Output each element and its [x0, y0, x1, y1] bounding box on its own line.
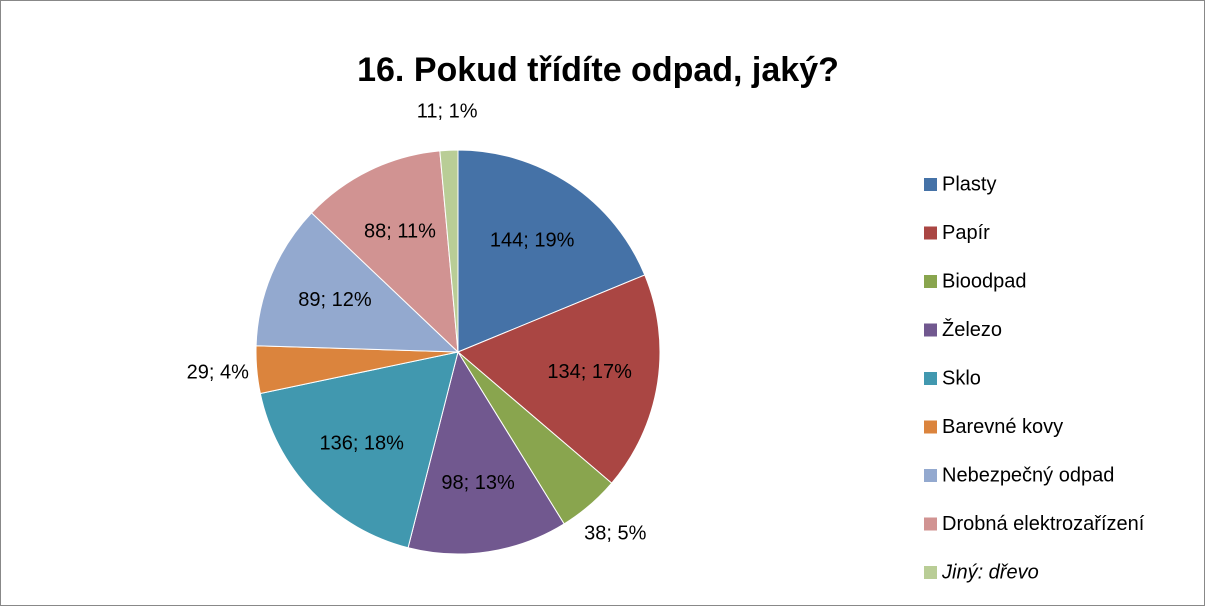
data-label: 134; 17% [547, 361, 632, 383]
pie-slice [310, 150, 459, 354]
chart-title: 16. Pokud třídíte odpad, jaký? [357, 51, 839, 89]
pie-slice [439, 149, 459, 353]
legend-label: Bioodpad [942, 270, 1027, 292]
legend-label: Plasty [942, 173, 996, 195]
pie-slice [255, 212, 460, 353]
data-label: 11; 1% [417, 101, 478, 123]
data-label: 38; 5% [584, 523, 646, 545]
legend-swatch [924, 323, 937, 337]
data-label: 144; 19% [490, 229, 575, 251]
pie-slice [457, 274, 661, 484]
legend-swatch [924, 372, 937, 385]
legend-label: Nebezpečný odpad [942, 464, 1114, 486]
legend-swatch [924, 566, 937, 579]
legend-label: Papír [942, 222, 990, 244]
legend-label: Sklo [942, 367, 981, 389]
data-label: 29; 4% [187, 361, 249, 383]
legend-label: Barevné kovy [942, 416, 1063, 438]
pie-slice [259, 351, 459, 549]
pie-slice [457, 149, 646, 353]
legend-swatch [924, 178, 937, 191]
legend-swatch [924, 517, 937, 531]
pie-slice [407, 350, 565, 555]
legend-swatch [924, 420, 937, 434]
legend-swatch [924, 226, 937, 240]
data-label: 136; 18% [319, 433, 404, 455]
legend-label: Jiný: dřevo [941, 561, 1039, 583]
legend-label: Železo [942, 318, 1002, 341]
legend-swatch [924, 469, 937, 482]
data-label: 88; 11% [364, 220, 436, 242]
legend-swatch [924, 275, 937, 288]
legend-label: Drobná elektrozařízení [942, 513, 1145, 535]
data-label: 98; 13% [441, 472, 515, 494]
data-label: 89; 12% [298, 289, 372, 311]
